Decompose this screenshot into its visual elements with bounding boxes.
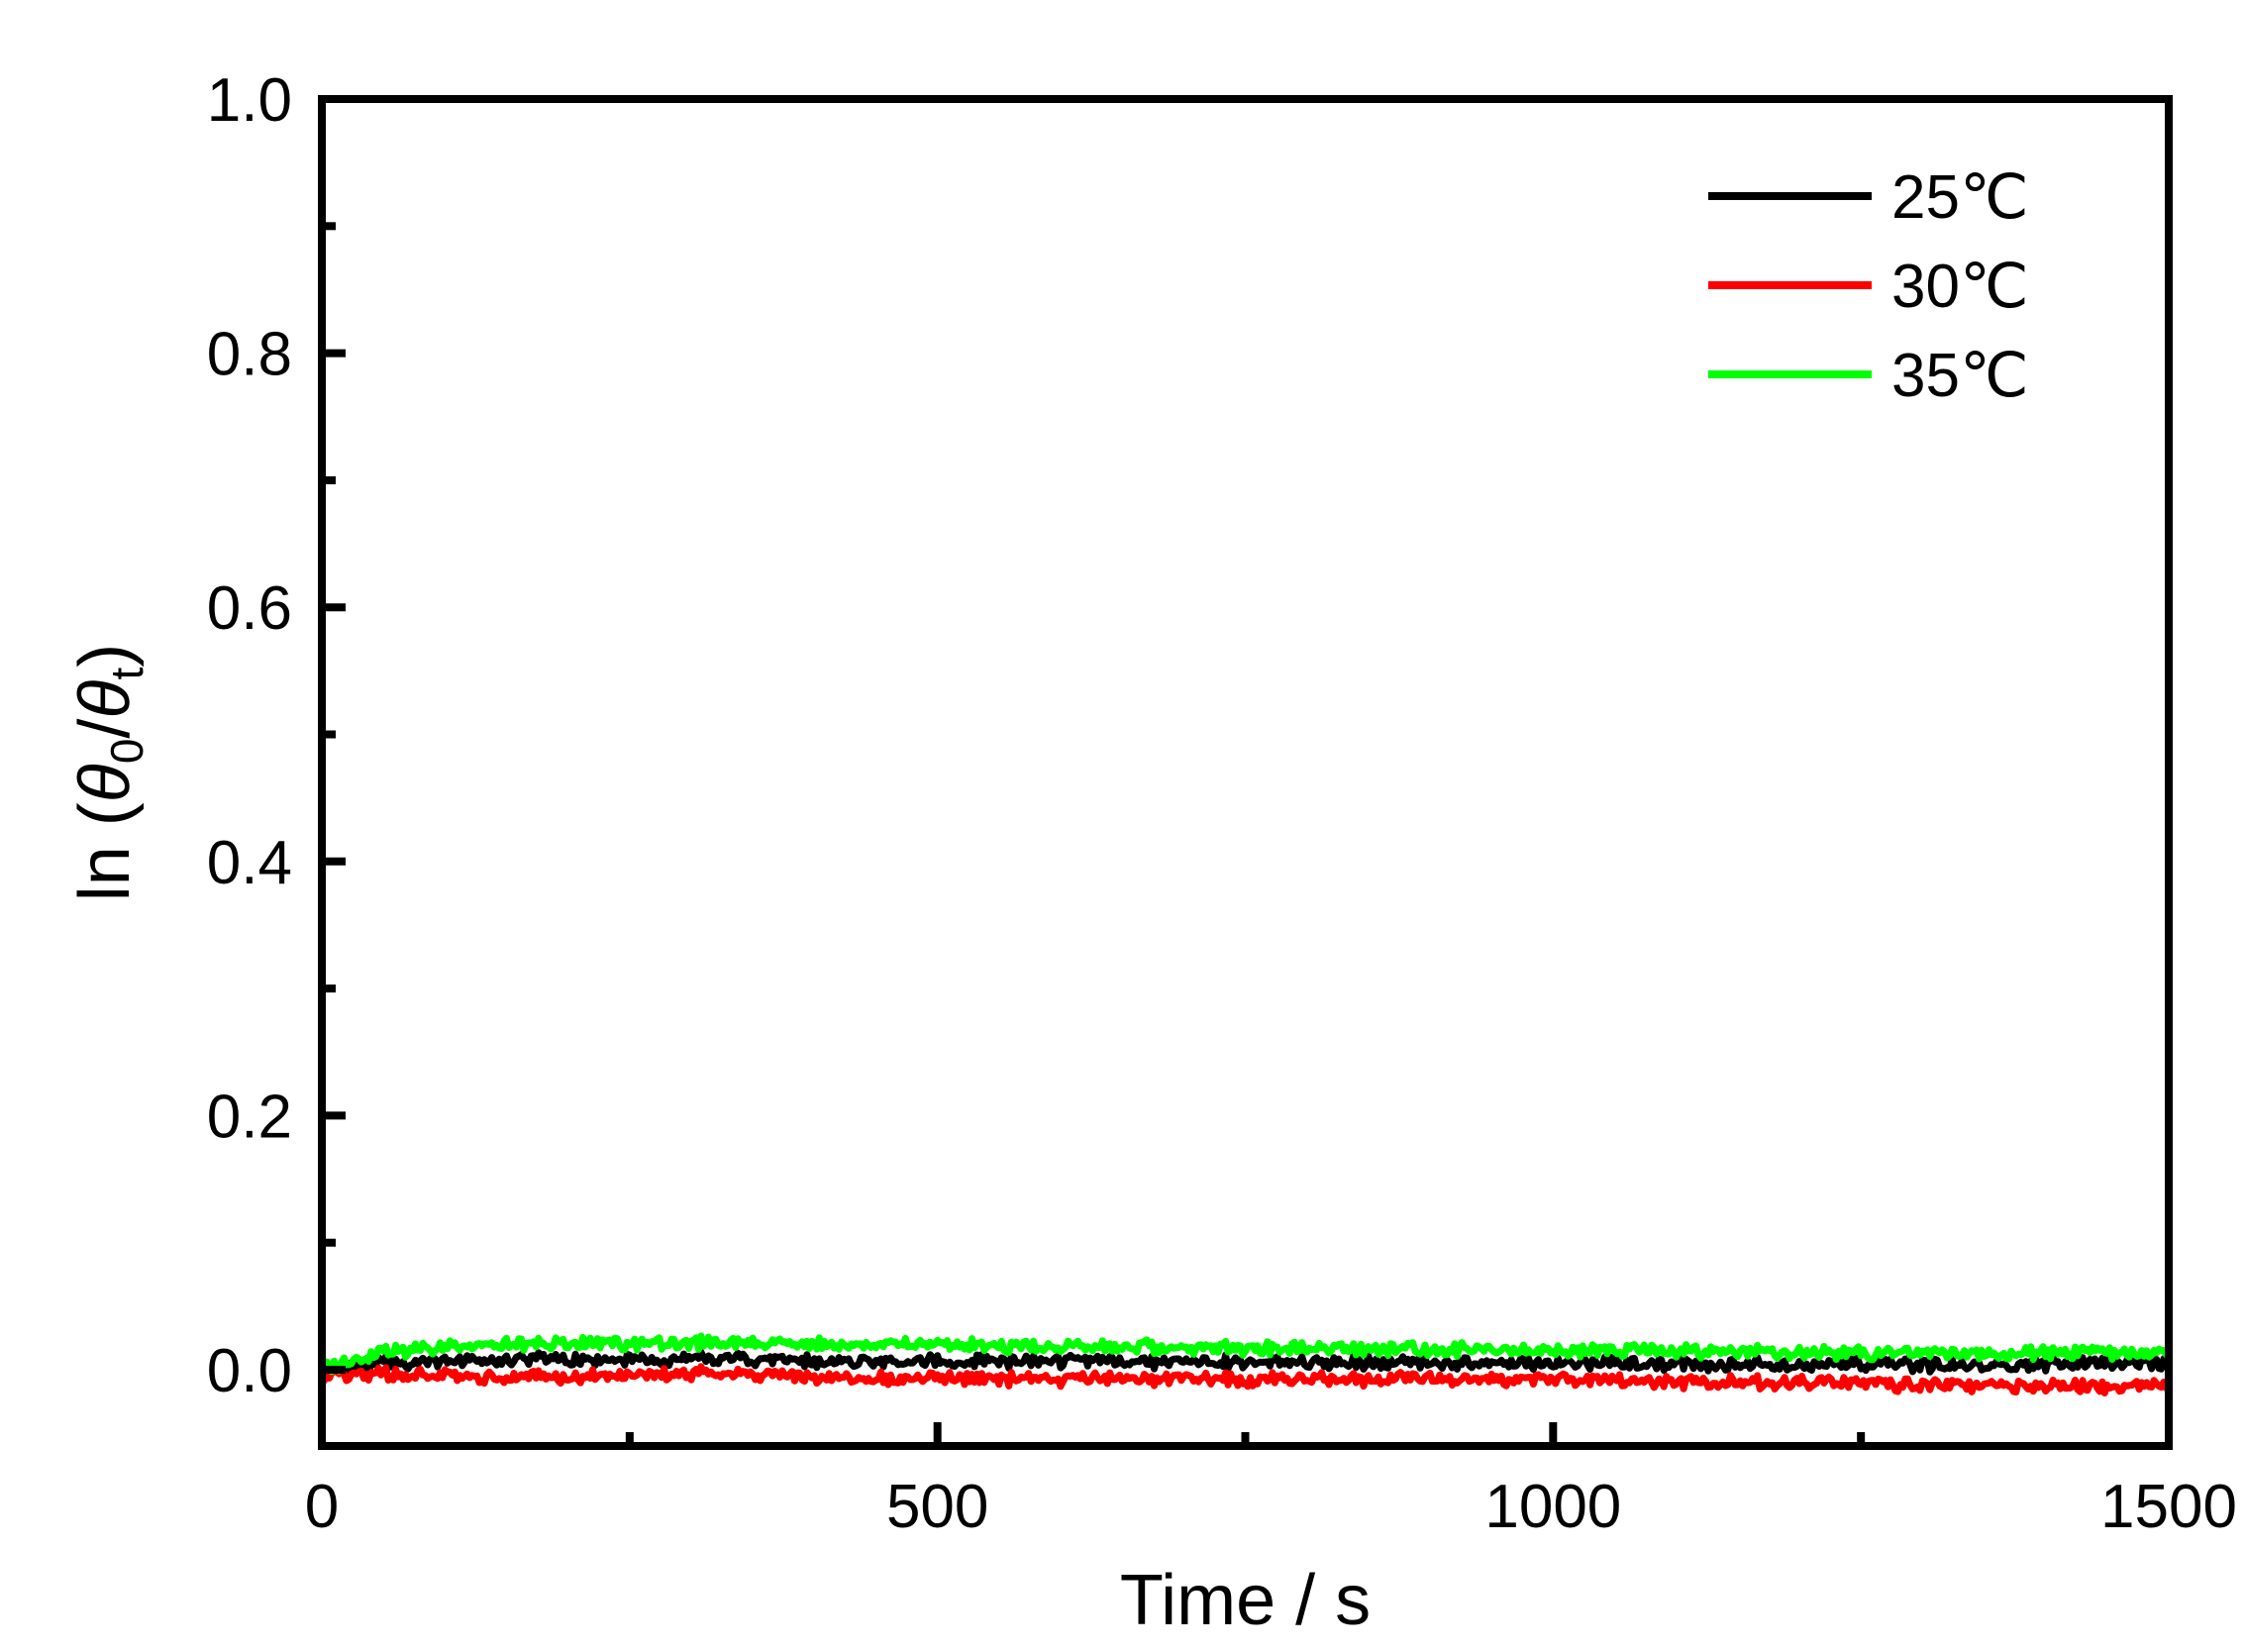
y-axis-title-subt: t <box>101 668 153 680</box>
y-axis-title-theta0: θ <box>65 764 145 802</box>
y-axis-title-sub0: 0 <box>101 739 153 765</box>
series-line-30℃ <box>318 1363 2173 1396</box>
y-tick-label: 0.0 <box>207 1337 292 1405</box>
y-tick-label: 0.4 <box>207 829 292 897</box>
labels-layer: 0 500 1000 1500 0.0 0.2 0.4 0.6 0.8 1.0 <box>207 66 2237 1541</box>
y-axis-title-suffix: ) <box>65 644 145 668</box>
series-line-25℃ <box>318 1348 2173 1378</box>
x-tick-label: 0 <box>305 1473 339 1541</box>
y-tick-label: 0.6 <box>207 574 292 643</box>
y-tick-label: 0.2 <box>207 1083 292 1151</box>
x-tick-label: 1000 <box>1484 1473 1621 1541</box>
legend-label-30℃: 30℃ <box>1891 253 2029 321</box>
legend-label-35℃: 35℃ <box>1891 342 2029 410</box>
legend: 25℃ 30℃ 35℃ <box>1708 163 2029 410</box>
x-axis-title: Time / s <box>1120 1561 1371 1640</box>
y-tick-label: 1.0 <box>207 66 292 135</box>
ticks-layer <box>318 95 2173 1446</box>
y-axis-title-prefix: ln ( <box>65 802 145 901</box>
legend-label-25℃: 25℃ <box>1891 163 2029 232</box>
y-tick-label: 0.8 <box>207 321 292 389</box>
series-line-35℃ <box>318 1332 2173 1376</box>
series-layer <box>318 1332 2173 1396</box>
plot-area <box>318 95 2173 1450</box>
y-axis-title: ln (θ0/θt) <box>65 644 153 902</box>
y-axis-title-slash: / <box>65 719 145 739</box>
x-tick-label: 500 <box>886 1473 988 1541</box>
y-axis-title-thetat: θ <box>65 680 145 719</box>
x-tick-label: 1500 <box>2100 1473 2237 1541</box>
